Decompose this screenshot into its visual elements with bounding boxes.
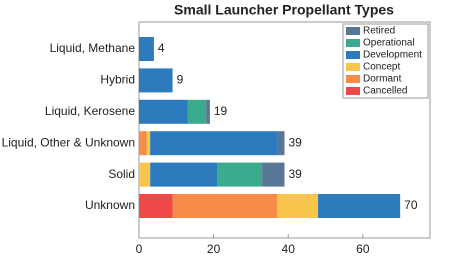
bar-segment [277, 131, 285, 156]
legend-label: Retired [363, 26, 395, 37]
x-tick-label: 0 [136, 242, 143, 256]
legend-label: Dormant [363, 74, 402, 85]
bar-segment [318, 194, 401, 218]
legend-swatch [346, 51, 360, 59]
legend-label: Concept [363, 62, 400, 73]
y-tick-label: Solid [108, 167, 135, 181]
bar-segment [139, 99, 188, 124]
total-label: 19 [214, 104, 228, 118]
x-tick-label: 20 [207, 242, 221, 256]
legend-swatch [346, 63, 360, 71]
legend-label: Development [363, 50, 422, 61]
legend-box [342, 23, 429, 99]
bar-segment [277, 194, 319, 218]
y-tick-label: Unknown [85, 198, 135, 212]
x-tick-label: 40 [282, 242, 296, 256]
bar-segment [146, 131, 151, 156]
bar-segment [139, 162, 151, 187]
bar-segment [139, 37, 154, 61]
legend-swatch [346, 39, 360, 47]
bar-segment [139, 131, 147, 156]
total-label: 9 [177, 73, 184, 87]
bar-segment [217, 162, 263, 187]
bar-segment [206, 99, 210, 124]
x-tick-label: 60 [356, 242, 370, 256]
legend-swatch [346, 75, 360, 83]
bar-segment [172, 194, 278, 218]
legend-label: Cancelled [363, 86, 407, 97]
total-label: 39 [289, 135, 303, 149]
total-label: 70 [404, 198, 418, 212]
chart-title: Small Launcher Propellant Types [174, 2, 394, 18]
legend-swatch [346, 27, 360, 35]
legend-swatch [346, 87, 360, 95]
y-tick-label: Hybrid [100, 73, 135, 87]
bar-segment [139, 68, 173, 93]
plot-frame [138, 21, 431, 239]
bar-segment [262, 162, 285, 187]
y-tick-label: Liquid, Methane [50, 41, 136, 55]
bar-segment [187, 99, 207, 124]
bar-segment [150, 162, 218, 187]
bar-segment [150, 131, 278, 156]
bar-segment [139, 194, 173, 218]
total-label: 39 [289, 167, 303, 181]
y-tick-label: Liquid, Kerosene [45, 104, 135, 118]
legend-label: Operational [363, 38, 415, 49]
total-label: 4 [158, 41, 165, 55]
y-tick-label: Liquid, Other & Unknown [2, 135, 135, 149]
